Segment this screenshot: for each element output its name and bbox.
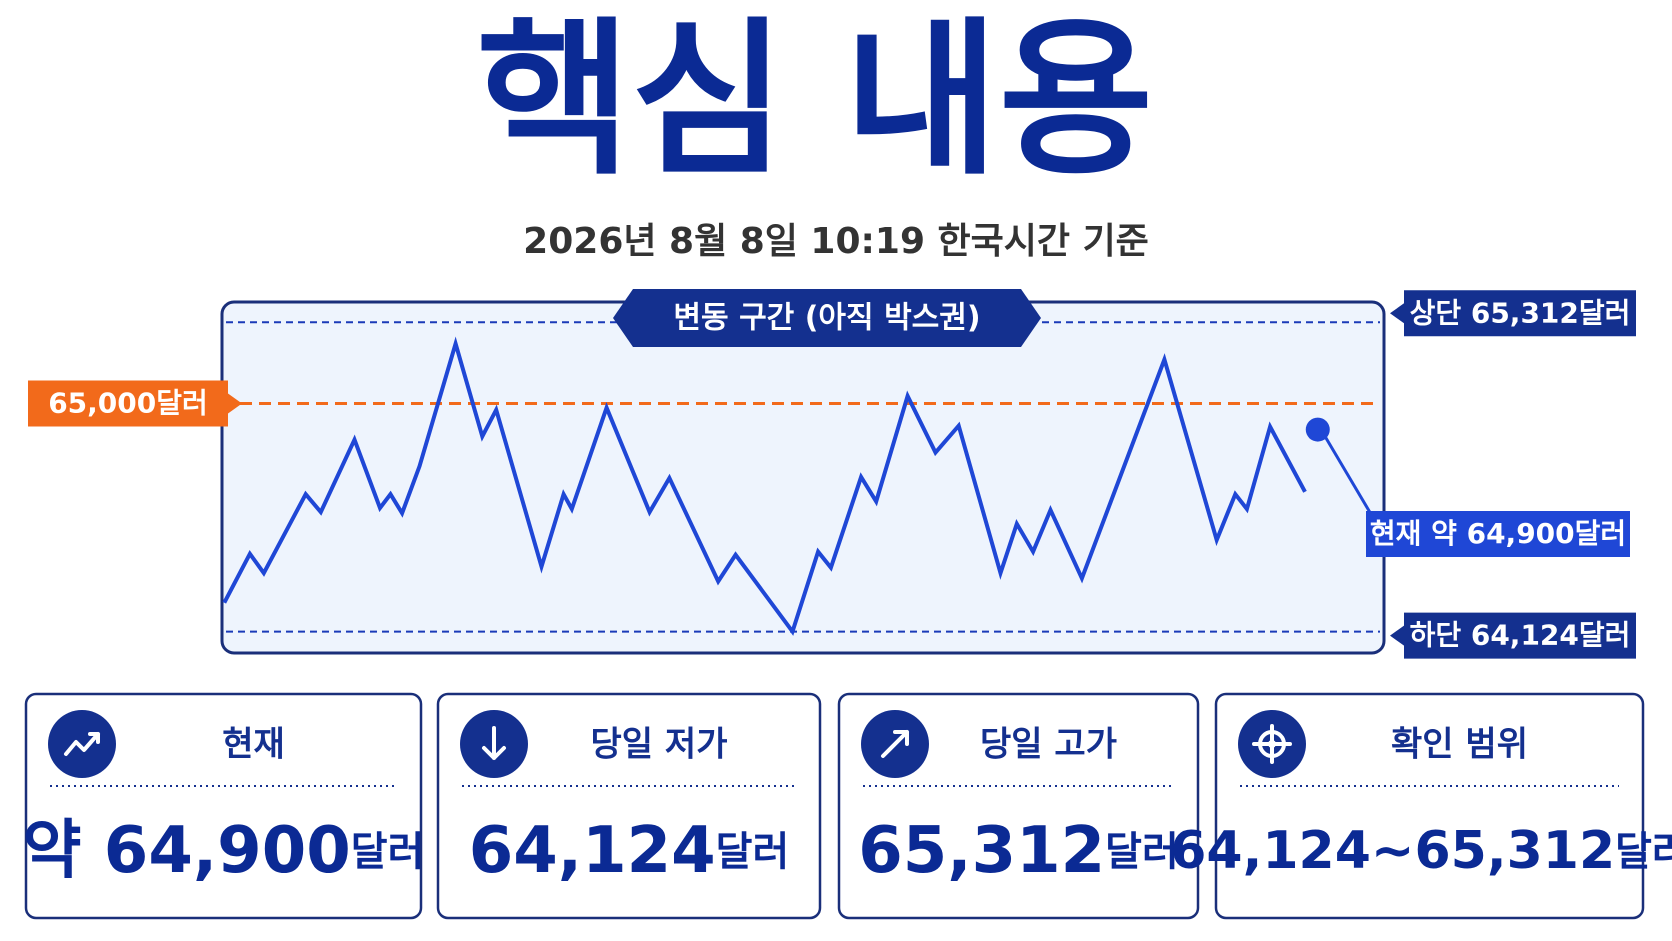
current-label: 현재 약 64,900달러 (1370, 517, 1626, 550)
page-title: 핵심 내용 (477, 2, 1154, 198)
card (1214, 692, 1645, 920)
card-value: 64,124달러 (469, 814, 790, 888)
card (837, 692, 1200, 920)
card-value-unit: 달러 (1105, 829, 1179, 875)
card-title: 확인 범위 (1391, 725, 1528, 765)
card-icon-dot (1268, 740, 1276, 748)
card-title: 현재 (222, 725, 285, 765)
card-icon (881, 730, 909, 758)
card-value-number: 64,124 (469, 814, 716, 888)
subtitle: 2026년 8월 8일 10:19 한국시간 기준 (523, 221, 1149, 262)
card-icon (482, 726, 506, 760)
card-value-unit: 달러 (351, 829, 425, 875)
card-title: 당일 저가 (591, 725, 728, 765)
lower-label-box (1390, 612, 1636, 659)
card-value-number: 64,124~65,312 (1170, 821, 1615, 881)
current-label-box (1366, 511, 1630, 557)
card-value-number: 약 64,900 (23, 814, 351, 888)
card-value-number: 65,312 (858, 814, 1105, 888)
chart-title: 변동 구간 (아직 박스권) (673, 301, 980, 336)
card-value-unit: 달러 (1615, 829, 1672, 875)
target-label-box (28, 380, 242, 427)
card-icon-bg (48, 710, 116, 778)
lower-label: 하단 64,124달러 (1410, 619, 1631, 652)
card-title: 당일 고가 (980, 725, 1117, 765)
upper-label-box (1390, 290, 1636, 337)
current-point (1305, 417, 1330, 442)
card (24, 692, 423, 920)
card-icon (64, 732, 100, 756)
price-line (222, 336, 1307, 636)
card-value-unit: 달러 (716, 829, 790, 875)
chart-title-pill (613, 289, 1041, 347)
target-label: 65,000달러 (48, 387, 208, 420)
upper-label: 상단 65,312달러 (1410, 296, 1631, 329)
card-value: 65,312달러 (858, 814, 1179, 888)
card-value: 64,124~65,312달러 (1170, 821, 1672, 881)
card-icon-ring (1258, 730, 1286, 758)
card (436, 692, 822, 920)
card-value: 약 64,900달러 (23, 814, 425, 888)
